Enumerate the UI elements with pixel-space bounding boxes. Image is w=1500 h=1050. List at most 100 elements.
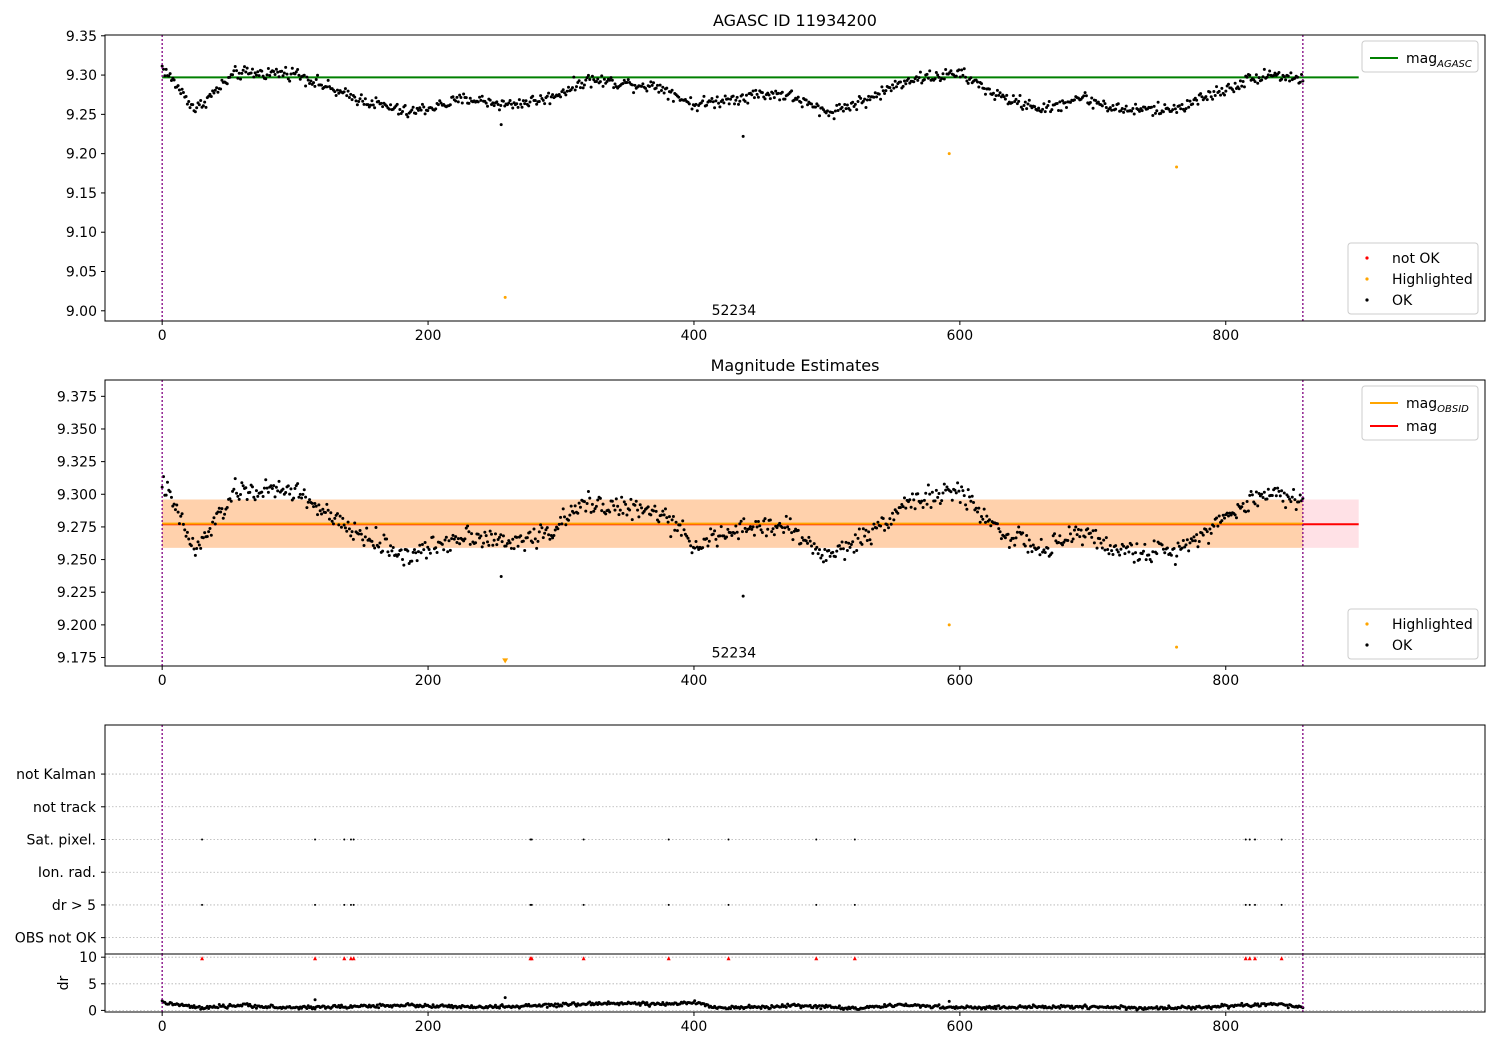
point-ok bbox=[778, 521, 782, 525]
point-ok bbox=[521, 99, 525, 103]
point-ok bbox=[585, 502, 589, 506]
point-ok bbox=[1075, 533, 1079, 537]
point-ok bbox=[604, 512, 608, 516]
point-ok bbox=[358, 97, 362, 101]
point-ok bbox=[652, 81, 656, 85]
point-ok bbox=[1220, 519, 1224, 523]
point-ok bbox=[1057, 540, 1061, 544]
point-ok bbox=[508, 541, 512, 545]
point-ok bbox=[1265, 75, 1269, 79]
point-dr bbox=[997, 1004, 1001, 1008]
point-ok bbox=[783, 97, 787, 101]
point-dr-5 bbox=[343, 903, 346, 906]
point-ok bbox=[596, 498, 600, 502]
point-dr-5 bbox=[727, 903, 730, 906]
point-dr-10 bbox=[666, 956, 671, 961]
point-ok bbox=[195, 546, 199, 550]
point-ok bbox=[1192, 535, 1196, 539]
point-ok bbox=[729, 97, 733, 101]
point-dr bbox=[1123, 1005, 1127, 1009]
point-ok bbox=[484, 534, 488, 538]
point-ok bbox=[423, 541, 427, 545]
x-tick-label: 200 bbox=[415, 1019, 442, 1035]
point-ok bbox=[1009, 539, 1013, 543]
point-ok bbox=[1011, 536, 1015, 540]
legend-label: OK bbox=[1392, 293, 1413, 309]
point-ok bbox=[612, 504, 616, 508]
point-ok bbox=[953, 488, 957, 492]
point-ok bbox=[302, 73, 306, 77]
point-ok bbox=[500, 540, 504, 544]
point-ok bbox=[694, 102, 698, 106]
point-ok bbox=[731, 94, 735, 98]
point-ok bbox=[442, 548, 446, 552]
point-ok bbox=[467, 101, 471, 105]
point-ok bbox=[902, 79, 906, 83]
point-ok bbox=[1195, 98, 1199, 102]
point-ok bbox=[353, 521, 357, 525]
point-highlighted bbox=[503, 295, 507, 299]
point-ok bbox=[1079, 528, 1083, 532]
point-ok bbox=[572, 75, 576, 79]
point-ok bbox=[636, 508, 640, 512]
point-ok bbox=[884, 89, 888, 93]
point-ok bbox=[164, 493, 168, 497]
point-ok bbox=[180, 512, 184, 516]
point-ok bbox=[1155, 109, 1159, 113]
point-ok bbox=[362, 102, 366, 106]
point-ok bbox=[891, 83, 895, 87]
point-ok bbox=[665, 86, 669, 90]
point-ok bbox=[1185, 538, 1189, 542]
point-ok bbox=[266, 66, 270, 70]
point-ok bbox=[689, 544, 693, 548]
point-ok bbox=[387, 554, 391, 558]
point-ok bbox=[600, 74, 604, 78]
point-dr bbox=[814, 1003, 818, 1007]
point-ok bbox=[172, 502, 176, 506]
point-ok bbox=[867, 94, 871, 98]
point-dr bbox=[187, 1003, 191, 1007]
point-ok bbox=[160, 64, 164, 68]
point-ok bbox=[501, 99, 505, 103]
point-ok bbox=[455, 95, 459, 99]
point-ok bbox=[345, 94, 349, 98]
point-ok bbox=[567, 518, 571, 522]
point-ok bbox=[880, 85, 884, 89]
point-ok bbox=[1226, 514, 1230, 518]
point-ok bbox=[172, 78, 176, 82]
point-ok bbox=[484, 101, 488, 105]
point-ok bbox=[458, 542, 462, 546]
point-ok bbox=[1013, 543, 1017, 547]
point-ok bbox=[821, 560, 825, 564]
point-ok bbox=[956, 481, 960, 485]
point-ok bbox=[1033, 105, 1037, 109]
x-tick-label: 200 bbox=[415, 328, 442, 344]
point-ok bbox=[1015, 102, 1019, 106]
point-ok bbox=[569, 88, 573, 92]
point-ok bbox=[908, 498, 912, 502]
point-ok bbox=[177, 88, 181, 92]
point-ok bbox=[217, 506, 221, 510]
point-ok bbox=[828, 554, 832, 558]
point-dr bbox=[544, 1002, 548, 1006]
point-ok bbox=[998, 91, 1002, 95]
point-ok bbox=[768, 518, 772, 522]
point-dr-5 bbox=[1248, 903, 1251, 906]
point-ok bbox=[354, 99, 358, 103]
point-ok bbox=[758, 524, 762, 528]
point-ok bbox=[1183, 109, 1187, 113]
point-ok bbox=[588, 77, 592, 81]
point-ok bbox=[1205, 98, 1209, 102]
point-ok bbox=[207, 530, 211, 534]
point-ok bbox=[875, 526, 879, 530]
point-ok bbox=[274, 67, 278, 71]
point-ok bbox=[491, 101, 495, 105]
point-ok bbox=[329, 511, 333, 515]
point-ok bbox=[480, 94, 484, 98]
point-ok bbox=[752, 96, 756, 100]
point-ok bbox=[1298, 493, 1302, 497]
point-ok bbox=[543, 531, 547, 535]
point-ok bbox=[507, 101, 511, 105]
point-ok bbox=[1092, 541, 1096, 545]
point-ok bbox=[1017, 525, 1021, 529]
